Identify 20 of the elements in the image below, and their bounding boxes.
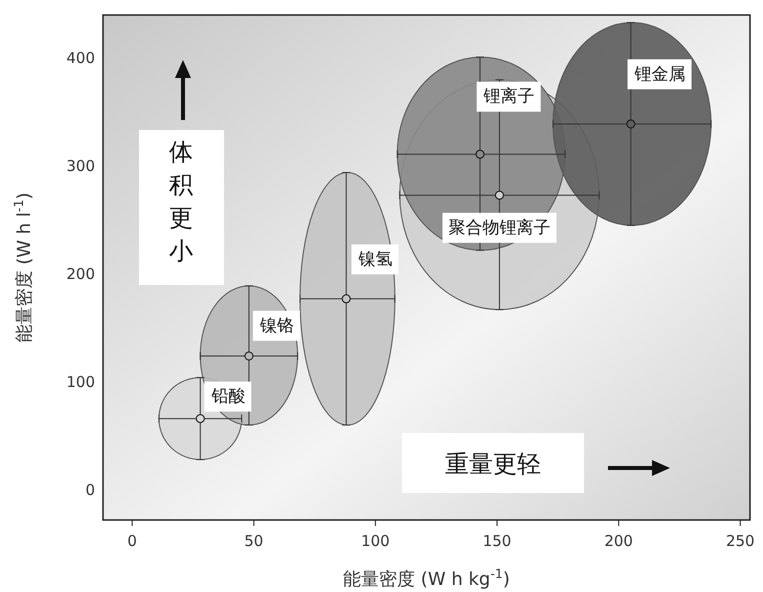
series-label: 聚合物锂离子 [448,218,550,238]
y-tick-label: 200 [66,264,95,283]
x-tick-label: 200 [604,532,633,550]
x-tick-label: 100 [361,532,390,550]
series-label: 镍氢 [357,249,392,270]
x-tick-label: 0 [127,532,137,550]
x-tick-label: 150 [482,532,512,550]
text: 锂离子 [482,86,535,107]
series-label: 镍铬 [258,316,294,336]
y-tick-label: 300 [66,157,95,176]
y-tick-label: 400 [66,49,95,68]
x-tick-label: 250 [726,532,755,550]
annotation: 体积更小 [169,138,193,265]
y-tick-label: 0 [85,480,95,499]
series-label: 铅酸 [210,386,246,407]
x-tick-label: 50 [244,532,264,550]
y-tick-label: 100 [66,372,95,391]
x-axis-title: 能量密度 (W h kg$^{-1}$) [343,566,510,590]
annotation: 重量更轻 [445,450,541,478]
text: 锂金属 [634,64,686,84]
